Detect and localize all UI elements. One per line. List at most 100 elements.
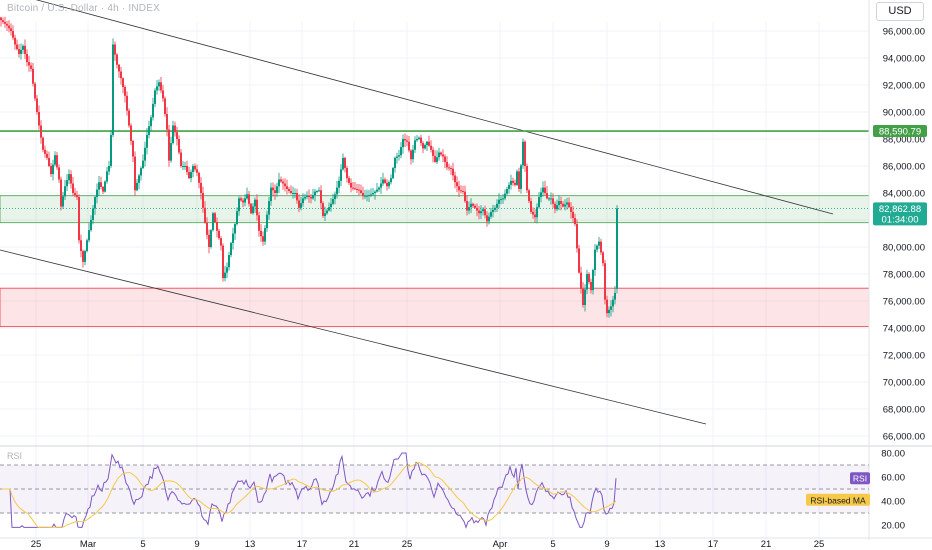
price-tick-label: 76,000.00 [883,297,925,308]
candle-body [310,197,312,199]
candle-body [128,110,130,126]
countdown-label: 01:34:00 [882,214,919,225]
candle-body [574,217,576,225]
time-tick-label: 25 [402,539,413,550]
price-tick-label: 80,000.00 [883,243,925,254]
candle-body [130,125,132,142]
candle-body [510,180,512,185]
price-tick-label: 90,000.00 [883,108,925,119]
candle-body [326,210,328,214]
candle-body [146,134,148,148]
candle-body [164,98,166,115]
candle-body [234,224,236,234]
candle-body [506,188,508,194]
candle-body [370,194,372,196]
candle-body [526,166,528,191]
candle-body [240,198,242,201]
candle-body [242,200,244,203]
time-tick-label: 17 [297,539,308,550]
candle-body [170,143,172,161]
candle-body [74,193,76,196]
candle-body [502,198,504,200]
candle-body [440,152,442,155]
candle-body [430,145,432,150]
candle-body [152,103,154,118]
candle-body [408,141,410,151]
candle-body [566,202,568,205]
candle-body [562,203,564,207]
candle-body [238,198,240,212]
candle-body [226,267,228,273]
candle-body [134,156,136,191]
candle-body [414,140,416,150]
candle-body [488,216,490,222]
candle-body [444,156,446,162]
candle-body [504,193,506,199]
price-tick-label: 94,000.00 [883,54,925,65]
demand-zone [0,287,870,328]
candle-body [378,187,380,190]
candle-body [184,166,186,167]
candle-body [604,263,606,300]
candle-body [436,157,438,162]
candle-body [600,241,602,253]
candle-body [398,155,400,157]
candle-body [4,22,6,24]
candle-body [608,309,610,314]
candle-body [554,203,556,210]
candle-body [522,141,524,166]
candle-body [322,203,324,216]
candle-body [244,198,246,203]
candle-body [54,155,56,165]
candle-body [206,222,208,235]
resistance-price-label: 88,590.79 [879,127,921,138]
symbol-title[interactable]: Bitcoin / U.S. Dollar · 4h · INDEX [7,3,160,14]
candle-body [186,166,188,173]
rsi-value-tag [850,472,870,485]
candle-body [456,182,458,187]
candle-body [250,203,252,214]
candle-body [236,211,238,225]
rsi-ma-line [2,462,617,528]
candle-body [294,193,296,194]
candle-body [178,139,180,153]
candle-body [110,134,112,166]
candle-body [434,155,436,162]
candle-body [26,53,28,63]
candle-body [454,175,456,183]
candle-body [384,179,386,183]
candle-body [176,132,178,139]
candle-body [230,242,232,256]
candle-body [588,274,590,283]
channel-lower-line [0,249,707,425]
candle-body [28,62,30,66]
candle-body [42,137,44,150]
candle-body [482,209,484,212]
candle-body [532,211,534,215]
time-axis: 25 Mar 5 9 13 17 21 25 Apr 5 9 13 17 21 25 [31,539,825,550]
candle-body [78,197,80,241]
candle-body [220,238,222,246]
candle-body [84,251,86,262]
candle-body [142,160,144,169]
candle-body [538,197,540,208]
candle-body [254,199,256,207]
candle-body [278,179,280,187]
candle-body [508,184,510,189]
candle-body [452,168,454,176]
rsi-tick-label: 20.00 [881,521,905,532]
time-tick-label: 9 [194,539,199,550]
rsi-indicator-label[interactable]: RSI [7,451,23,461]
candle-body [356,188,358,190]
currency-button[interactable]: USD [876,2,924,21]
candle-body [468,207,470,211]
candle-body [410,150,412,160]
candle-body [0,17,2,21]
candle-body [552,198,554,204]
candle-body [190,172,192,179]
time-tick-label: 21 [761,539,772,550]
candle-body [114,44,116,55]
candle-body [88,230,90,241]
candle-body [516,171,518,185]
